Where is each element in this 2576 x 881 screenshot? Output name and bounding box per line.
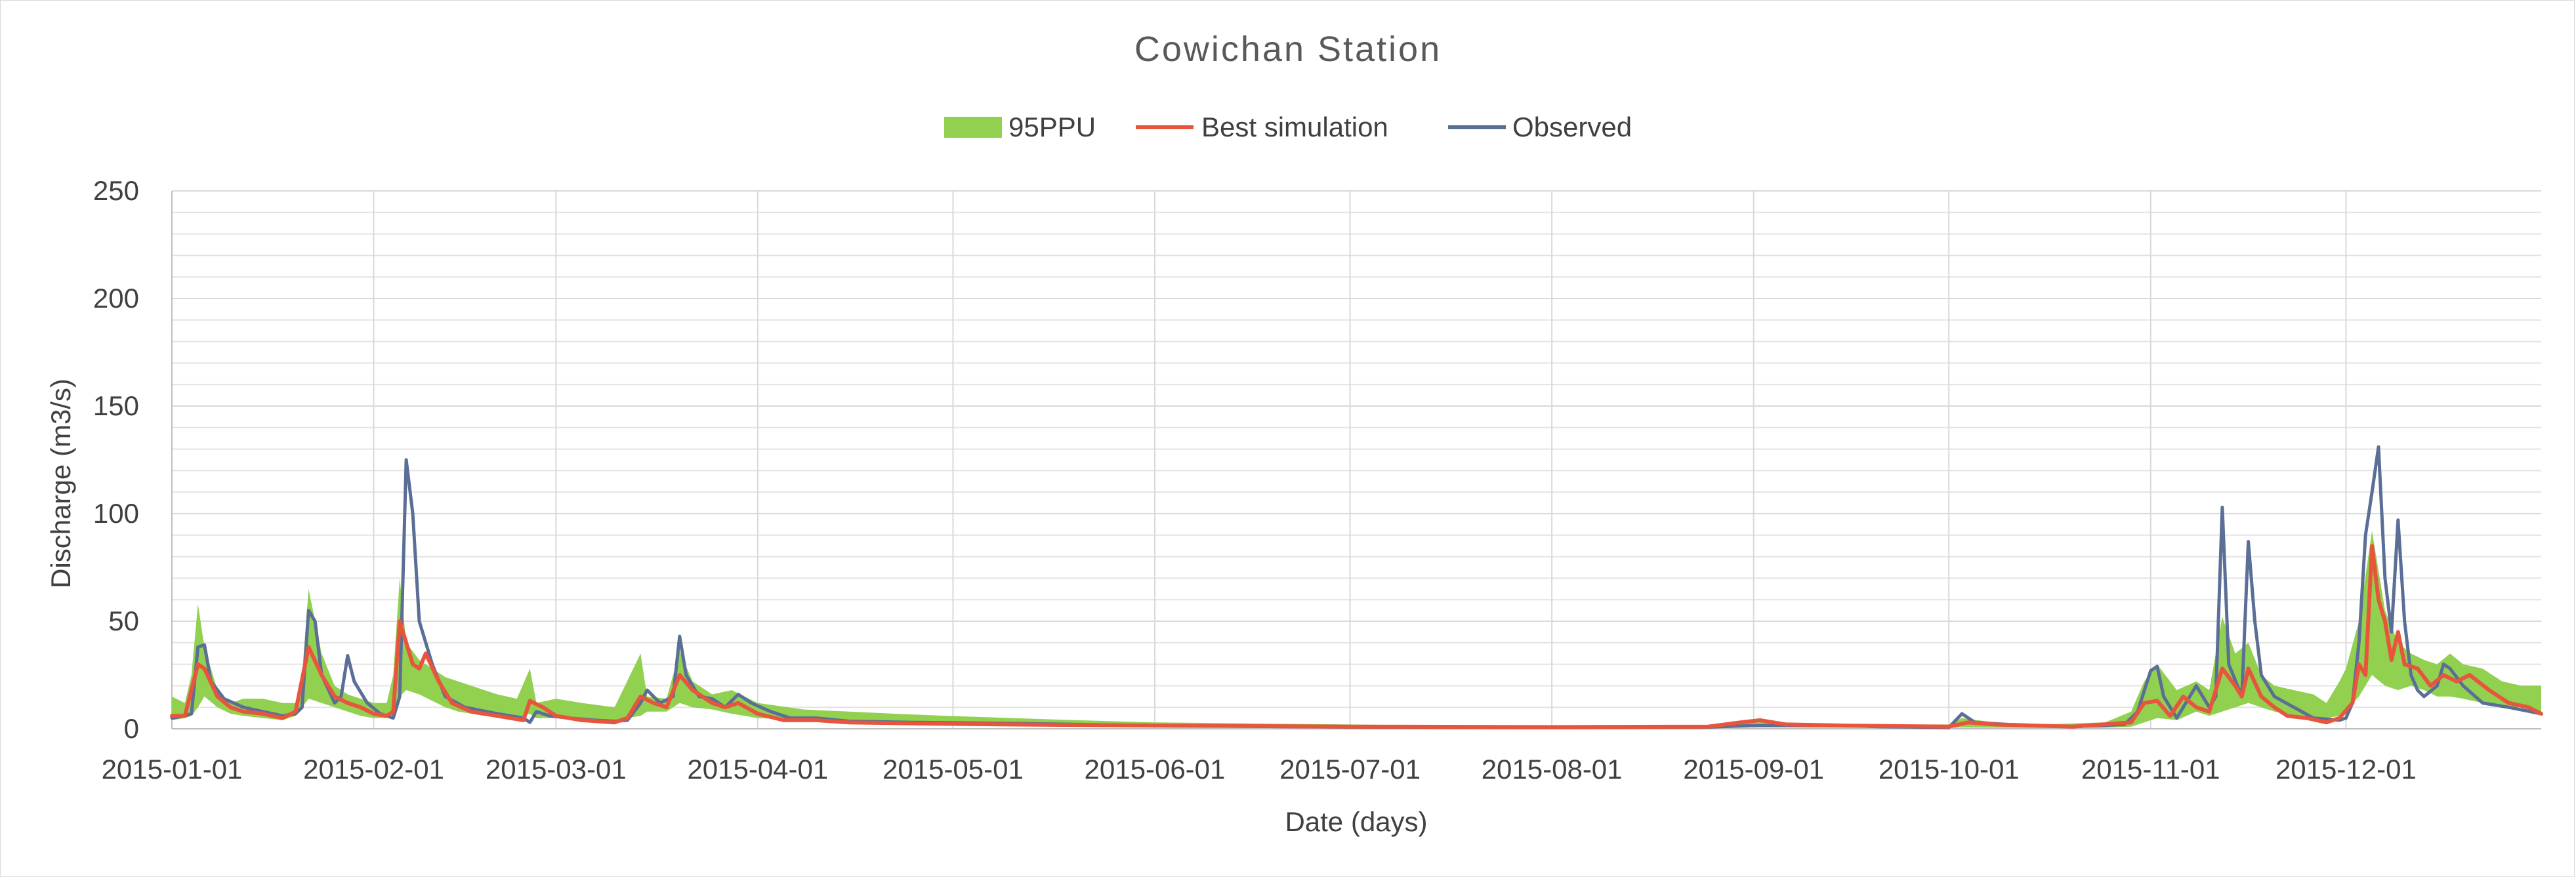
x-axis-ticks: 2015-01-01 2015-02-01 2015-03-01 2015-04-01… [102, 754, 2417, 785]
x-tick-label: 2015-09-01 [1683, 754, 1824, 785]
y-tick-label: 0 [124, 713, 139, 744]
y-tick-label: 200 [93, 283, 139, 314]
x-tick-label: 2015-08-01 [1482, 754, 1623, 785]
legend-swatch-95ppu [944, 117, 1002, 138]
x-tick-label: 2015-02-01 [303, 754, 444, 785]
legend-label-observed: Observed [1512, 112, 1632, 142]
y-tick-label: 150 [93, 390, 139, 421]
legend: 95PPU Best simulation Observed [944, 112, 1632, 142]
band-95ppu [172, 531, 2541, 728]
x-tick-label: 2015-10-01 [1879, 754, 2020, 785]
x-axis-title: Date (days) [1285, 806, 1427, 837]
x-tick-label: 2015-06-01 [1085, 754, 1226, 785]
line-best-simulation [170, 544, 2543, 729]
y-tick-label: 100 [93, 498, 139, 529]
y-axis-ticks: 0 50 100 150 200 250 [93, 175, 139, 744]
x-tick-label: 2015-05-01 [883, 754, 1024, 785]
y-tick-label: 250 [93, 175, 139, 206]
legend-label-95ppu: 95PPU [1008, 112, 1096, 142]
chart-title: Cowichan Station [1134, 30, 1442, 69]
line-layer [170, 445, 2543, 729]
x-tick-label: 2015-12-01 [2275, 754, 2417, 785]
x-tick-label: 2015-11-01 [2081, 754, 2220, 785]
legend-label-best-simulation: Best simulation [1201, 112, 1388, 142]
x-tick-label: 2015-03-01 [486, 754, 627, 785]
band-layer [172, 531, 2541, 728]
gridlines [171, 190, 2541, 729]
y-tick-label: 50 [108, 605, 139, 636]
y-axis-title: Discharge (m3/s) [45, 379, 76, 588]
x-tick-label: 2015-07-01 [1279, 754, 1421, 785]
x-tick-label: 2015-01-01 [102, 754, 243, 785]
x-tick-label: 2015-04-01 [687, 754, 828, 785]
